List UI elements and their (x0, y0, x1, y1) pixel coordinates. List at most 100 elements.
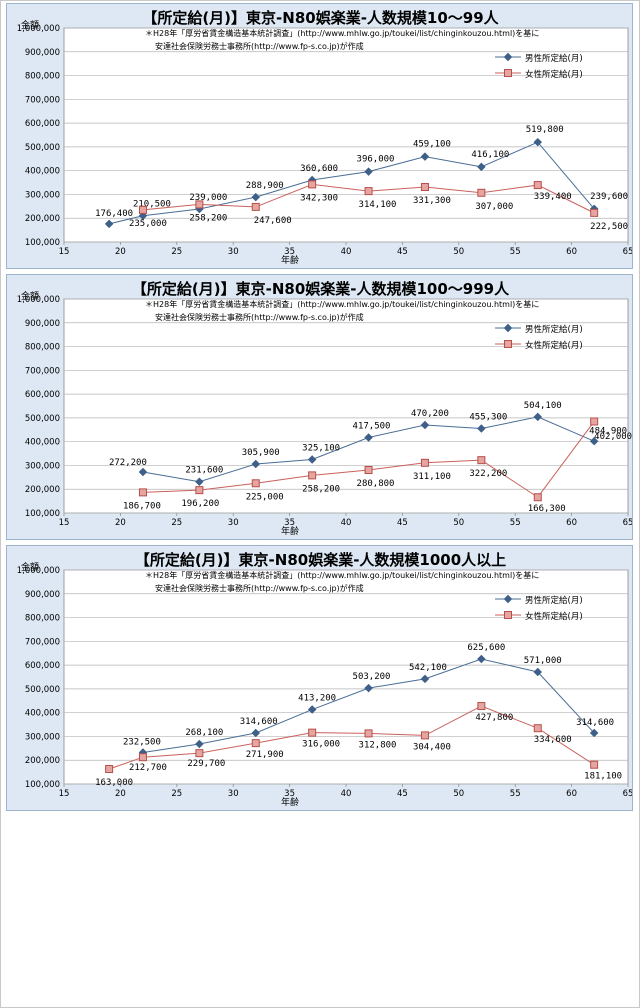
x-tick-label: 25 (171, 247, 182, 257)
data-label-female: 427,800 (475, 713, 513, 723)
data-point-male (364, 167, 373, 176)
data-point-female (308, 728, 317, 737)
data-point-female (590, 208, 599, 217)
x-tick-label: 40 (341, 789, 352, 799)
y-tick-label: 400,000 (25, 167, 60, 177)
source-note-line2: 安達社会保険労務士事務所(http://www.fp-s.co.jp)が作成 (155, 584, 364, 593)
y-tick-label: 1,000,000 (17, 566, 60, 576)
y-tick-label: 800,000 (25, 72, 60, 82)
data-label-female: 196,200 (181, 499, 219, 509)
chart-panel-medium: 100,000 200,000 300,000 400,000 500,000 600,0… (6, 274, 633, 540)
data-point-male (533, 412, 543, 422)
data-point-female (364, 729, 373, 738)
data-label-female: 166,300 (528, 504, 566, 514)
data-point-male (477, 424, 486, 433)
chart-panel-large: 100,000 200,000 300,000 400,000 500,000 600,0… (6, 545, 633, 811)
plot-area (63, 569, 629, 785)
data-point-female (138, 205, 147, 214)
data-point-female (251, 479, 260, 488)
data-label-female: 186,700 (123, 501, 161, 511)
y-tick-label: 100,000 (25, 780, 60, 790)
y-tick-label: 300,000 (25, 461, 60, 471)
source-note-line2: 安達社会保険労務士事務所(http://www.fp-s.co.jp)が作成 (155, 313, 364, 322)
x-tick-label: 20 (115, 247, 126, 257)
x-tick-label: 15 (59, 247, 70, 257)
data-label-male: 417,500 (353, 422, 391, 432)
y-tick-label: 900,000 (25, 590, 60, 600)
data-label-female: 225,000 (246, 492, 284, 502)
series-line-male (109, 141, 595, 225)
data-label-male: 470,200 (411, 409, 449, 419)
legend-female-marker (495, 340, 521, 348)
data-point-male (251, 728, 261, 738)
x-tick-label: 40 (341, 518, 352, 528)
data-label-female: 271,900 (246, 750, 284, 760)
chart-title: 【所定給(月)】東京-N80娯楽業-人数規模1000人以上 (134, 551, 507, 569)
data-point-female (590, 760, 599, 769)
data-label-female: 342,300 (300, 193, 338, 203)
y-axis-caption: 金額 (21, 292, 40, 302)
data-label-male: 239,000 (189, 193, 227, 203)
data-label-female: 247,600 (254, 216, 292, 226)
y-tick-label: 200,000 (25, 214, 60, 224)
data-point-female (477, 188, 486, 197)
y-tick-label: 600,000 (25, 119, 60, 129)
data-label-male: 504,100 (524, 401, 562, 411)
legend-female-marker (495, 611, 521, 619)
data-point-female (533, 724, 542, 733)
data-point-male (195, 477, 204, 486)
data-label-male: 288,900 (246, 181, 284, 191)
data-label-male: 239,600 (590, 192, 628, 202)
source-note-line1: ＊H28年「厚労省賃金構造基本統計調査」(http://www.mhlw.go.… (145, 571, 540, 580)
y-tick-label: 700,000 (25, 637, 60, 647)
data-point-female (420, 731, 429, 740)
data-label-male: 272,200 (109, 458, 147, 468)
x-tick-label: 20 (115, 518, 126, 528)
data-label-male: 360,600 (300, 164, 338, 174)
legend-male-marker (495, 323, 521, 333)
x-axis-title: 年齢 (281, 796, 299, 808)
y-tick-label: 400,000 (25, 709, 60, 719)
source-note-line1: ＊H28年「厚労省賃金構造基本統計調査」(http://www.mhlw.go.… (145, 300, 540, 309)
data-label-female: 222,500 (590, 222, 628, 232)
data-point-female (195, 486, 204, 495)
x-tick-label: 30 (228, 518, 239, 528)
legend-label-male: 男性所定給(月) (525, 54, 583, 64)
y-tick-label: 500,000 (25, 143, 60, 153)
x-tick-label: 20 (115, 789, 126, 799)
y-tick-label: 900,000 (25, 319, 60, 329)
data-point-male (307, 455, 317, 464)
data-point-female (364, 466, 373, 475)
data-label-female: 163,000 (95, 778, 133, 788)
data-label-male: 176,400 (95, 209, 133, 219)
data-point-female (195, 749, 204, 758)
data-label-male: 396,000 (357, 155, 395, 165)
data-point-female (138, 753, 147, 762)
data-point-female (477, 702, 486, 711)
x-tick-label: 50 (453, 789, 464, 799)
data-label-female: 339,400 (534, 192, 572, 202)
x-tick-label: 45 (397, 789, 408, 799)
data-label-male: 455,300 (469, 413, 507, 423)
data-point-female (251, 202, 260, 211)
data-label-male: 413,200 (298, 694, 336, 704)
data-label-female: 312,800 (359, 740, 397, 750)
x-tick-label: 55 (510, 518, 521, 528)
data-label-female: 280,800 (357, 479, 395, 489)
x-tick-label: 35 (284, 518, 295, 528)
chart-title: 【所定給(月)】東京-N80娯楽業-人数規模10～99人 (142, 9, 499, 27)
legend-label-male: 男性所定給(月) (525, 325, 583, 335)
data-label-female: 181,100 (584, 772, 622, 782)
data-point-male (477, 654, 486, 664)
source-note-line2: 安達社会保険労務士事務所(http://www.fp-s.co.jp)が作成 (155, 42, 364, 51)
data-point-female (533, 181, 542, 190)
data-point-male (364, 683, 373, 693)
data-label-male: 314,600 (576, 718, 614, 728)
data-label-female: 235,000 (129, 219, 167, 229)
legend-label-female: 女性所定給(月) (525, 341, 583, 351)
x-tick-label: 65 (623, 789, 632, 799)
x-tick-label: 60 (566, 789, 577, 799)
data-label-female: 316,000 (302, 740, 340, 750)
y-tick-label: 100,000 (25, 238, 60, 248)
x-tick-label: 65 (623, 247, 632, 257)
